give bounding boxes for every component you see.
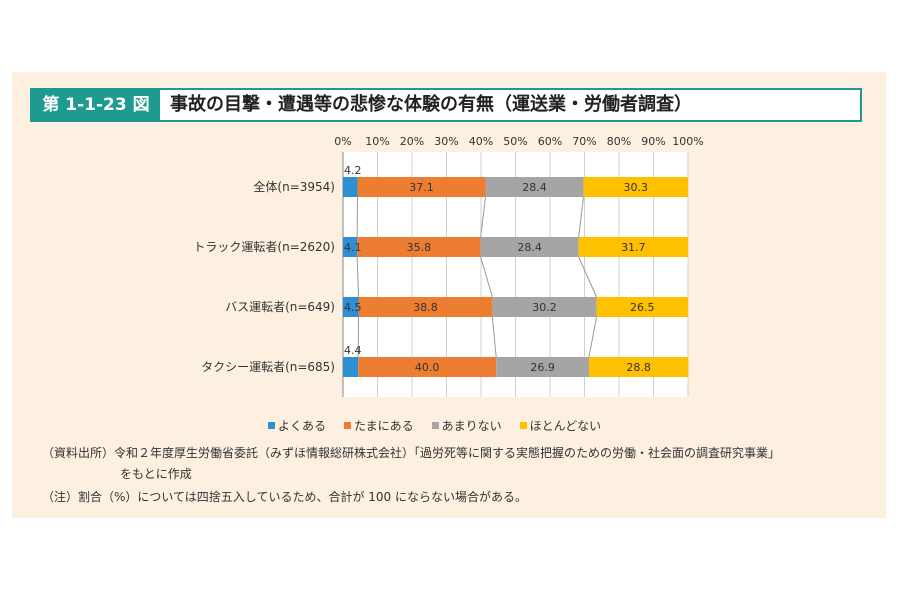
data-label: 4.5 [344,301,362,314]
legend-swatch [344,421,352,429]
legend-item: たまにある [344,417,414,434]
bar-segment [357,177,486,197]
x-tick-label: 90% [641,135,665,148]
source-line-1: （資料出所）令和２年度厚生労働省委託（みずほ情報総研株式会社）「過労死等に関する… [42,446,781,460]
data-label: 28.4 [522,181,547,194]
data-label: 38.8 [413,301,438,314]
series-line [356,256,360,298]
bar-segment [578,237,688,257]
data-label: 26.5 [630,301,655,314]
bar-segment [343,297,359,317]
x-tick-label: 100% [672,135,703,148]
category-label: トラック運転者(n=2620) [193,240,335,254]
x-tick-label: 80% [607,135,631,148]
legend-swatch [431,421,439,429]
figure-title: 事故の目撃・遭遇等の悲惨な体験の有無（運送業・労働者調査） [170,94,692,115]
data-label: 30.2 [532,301,557,314]
bar-segment [496,357,589,377]
x-tick-label: 60% [538,135,562,148]
figure-title-box: 第 1-1-23 図 事故の目撃・遭遇等の悲惨な体験の有無（運送業・労働者調査） [30,88,862,122]
series-line [491,316,497,358]
data-label: 4.4 [344,344,362,357]
legend-item: あまりない [431,417,502,434]
category-label: タクシー運転者(n=685) [201,360,335,374]
category-label: 全体(n=3954) [253,179,335,194]
bar-segment [492,297,597,317]
bar-segment [358,297,493,317]
series-line [578,196,584,238]
series-lines [356,196,598,358]
legend-swatch [519,421,527,429]
data-label: 35.8 [407,241,432,254]
legend-label: あまりない [441,418,502,433]
bar-segment [358,357,497,377]
x-tick-label: 40% [469,135,493,148]
legend-swatch [268,421,275,429]
series-line [480,256,493,298]
legend-item: ほとんどない [519,417,602,434]
data-label: 28.4 [517,241,542,254]
series-line [588,316,598,358]
data-label: 37.1 [409,181,434,194]
bar-segment [343,177,358,197]
bar-segment [596,297,688,317]
series-line [480,196,486,238]
bar-segment [480,237,579,257]
legend-item: よくある [268,417,326,434]
bar-segment [583,177,688,197]
legend-label: たまにある [354,418,414,433]
data-label: 26.9 [530,361,555,374]
category-label: バス運転者(n=649) [225,300,335,314]
bar-segment [343,237,358,257]
x-axis-ticks: 0% 10% 20% 30% 40% 50% 60% 70% 80% 90% 100% [334,135,703,148]
figure-number: 第 1-1-23 図 [32,90,160,120]
source-line-2: をもとに作成 [120,467,192,481]
data-label: 31.7 [621,241,646,254]
bar-segment [485,177,584,197]
x-tick-label: 70% [572,135,596,148]
x-tick-label: 0% [334,135,351,148]
data-label: 40.0 [415,361,440,374]
value-labels: 4.2 37.1 28.4 30.3 4.1 35.8 28.4 31.7 4.5 38.8 30.… [344,164,655,374]
x-tick-label: 10% [365,135,389,148]
bar-segment [357,237,481,257]
x-tick-label: 50% [503,135,527,148]
bars [343,177,689,377]
x-tick-label: 20% [400,135,424,148]
bar-segment [588,357,689,377]
x-tick-label: 30% [434,135,458,148]
data-label: 30.3 [623,181,648,194]
legend-label: よくある [278,418,327,433]
legend-label: ほとんどない [529,418,602,433]
footnote: （注）割合（%）については四捨五入しているため、合計が 100 にならない場合が… [42,490,527,504]
data-label: 4.1 [344,241,362,254]
category-labels: 全体(n=3954) トラック運転者(n=2620) バス運転者(n=649) タクシ… [193,179,335,374]
data-label: 28.8 [626,361,651,374]
legend: よくある たまにある あまりない ほとんどない [268,416,601,434]
bar-segment [343,357,359,377]
series-line [578,256,598,298]
data-label: 4.2 [344,164,362,177]
